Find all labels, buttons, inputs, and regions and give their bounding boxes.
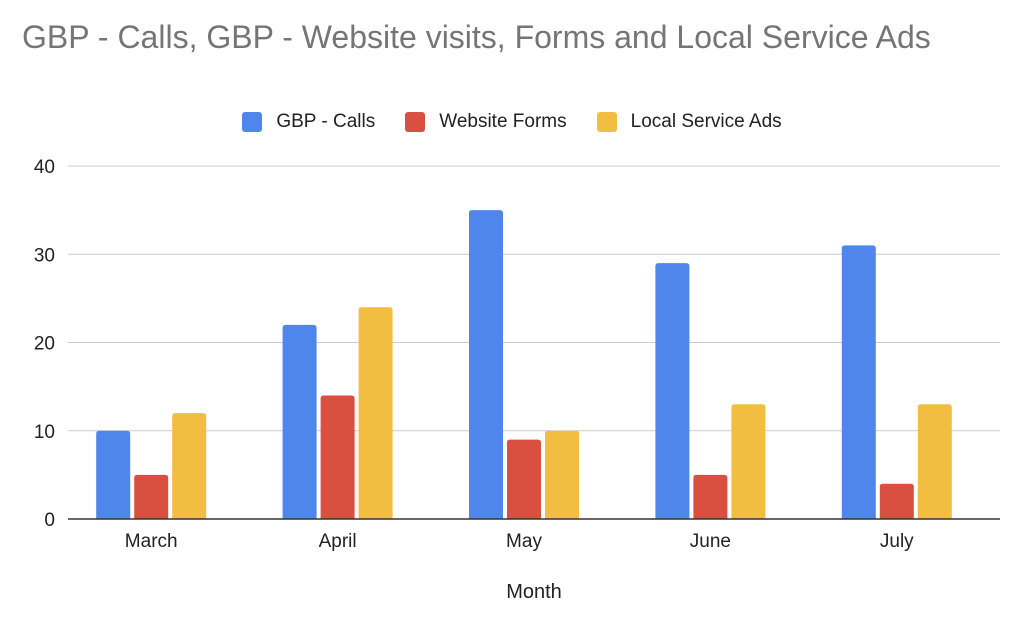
legend-swatch-website-forms [405, 112, 426, 132]
legend-item-local-service-ads: Local Service Ads [596, 111, 782, 133]
chart-title: GBP - Calls, GBP - Website visits, Forms… [22, 19, 931, 55]
bar-gbp-calls-march[interactable] [96, 430, 131, 519]
x-tick-label: April [319, 531, 357, 552]
bar-local-service-ads-may[interactable] [545, 430, 579, 519]
y-tick-label: 10 [34, 422, 55, 443]
bar-gbp-calls-july[interactable] [841, 245, 876, 520]
legend-label-local-service-ads: Local Service Ads [630, 111, 782, 132]
x-tick-label: June [690, 531, 731, 552]
legend-item-website-forms: Website Forms [405, 111, 567, 133]
bar-gbp-calls-may[interactable] [469, 210, 503, 519]
x-axis-title: Month [506, 581, 562, 603]
bar-website-forms-july[interactable] [879, 483, 914, 519]
x-tick-label: March [125, 531, 178, 552]
bar-local-service-ads-july[interactable] [917, 404, 952, 519]
bar-website-forms-june[interactable] [693, 474, 728, 519]
y-axis-ticks: 0 10 20 30 40 [34, 157, 55, 531]
x-tick-label: May [506, 531, 542, 552]
y-tick-label: 0 [44, 510, 55, 531]
bar-local-service-ads-june[interactable] [731, 404, 766, 519]
legend-swatch-local-service-ads [596, 112, 617, 132]
bar-local-service-ads-march[interactable] [172, 413, 207, 519]
y-tick-label: 20 [34, 334, 55, 355]
x-tick-label: July [880, 531, 914, 552]
bar-website-forms-may[interactable] [507, 439, 541, 519]
bar-local-service-ads-april[interactable] [358, 307, 393, 519]
bar-gbp-calls-june[interactable] [655, 263, 690, 519]
bars [96, 210, 952, 520]
legend-swatch-gbp-calls [242, 112, 263, 132]
x-axis-ticks: March April May June July [125, 531, 914, 552]
legend-item-gbp-calls: GBP - Calls [242, 111, 375, 133]
legend-label-gbp-calls: GBP - Calls [276, 111, 376, 132]
bar-website-forms-march[interactable] [134, 474, 169, 519]
legend: GBP - Calls Website Forms Local Service … [0, 111, 1024, 133]
legend-label-website-forms: Website Forms [439, 111, 567, 132]
bar-website-forms-april[interactable] [320, 395, 355, 519]
y-tick-label: 40 [34, 157, 55, 178]
bar-gbp-calls-april[interactable] [282, 324, 317, 519]
y-tick-label: 30 [34, 245, 55, 266]
